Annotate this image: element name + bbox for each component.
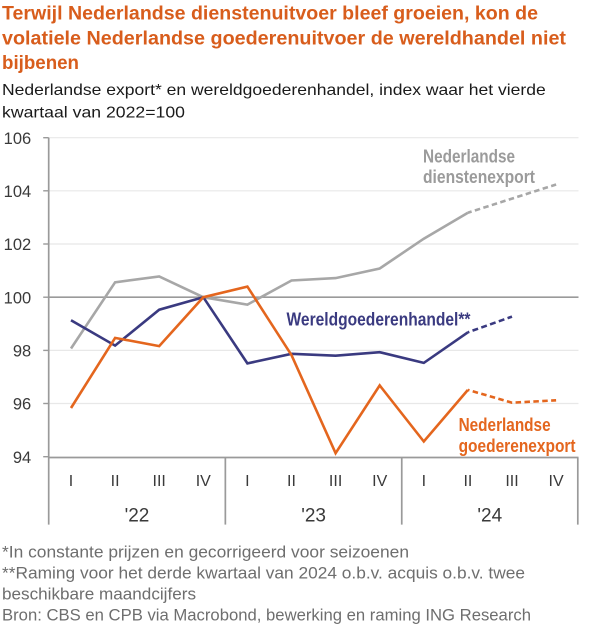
svg-text:100: 100 bbox=[4, 289, 32, 307]
svg-text:I: I bbox=[245, 473, 249, 490]
svg-text:104: 104 bbox=[4, 183, 32, 201]
svg-text:II: II bbox=[287, 473, 296, 490]
svg-text:beschikbare maandcijfers: beschikbare maandcijfers bbox=[2, 586, 196, 604]
svg-text:102: 102 bbox=[4, 236, 32, 254]
svg-text:goederenexport: goederenexport bbox=[459, 436, 576, 456]
svg-text:'22: '22 bbox=[125, 506, 150, 527]
svg-text:106: 106 bbox=[4, 130, 32, 148]
svg-text:dienstenexport: dienstenexport bbox=[423, 167, 535, 187]
svg-text:Wereldgoederenhandel**: Wereldgoederenhandel** bbox=[287, 310, 471, 330]
svg-text:Nederlandse: Nederlandse bbox=[423, 147, 515, 167]
svg-text:volatiele Nederlandse goederen: volatiele Nederlandse goederenuitvoer de… bbox=[2, 28, 567, 49]
svg-text:III: III bbox=[329, 473, 342, 490]
svg-text:III: III bbox=[505, 473, 518, 490]
svg-text:94: 94 bbox=[13, 449, 31, 467]
svg-text:96: 96 bbox=[13, 396, 31, 414]
svg-text:*In constante prijzen en gecor: *In constante prijzen en gecorrigeerd vo… bbox=[2, 544, 409, 562]
svg-text:Bron: CBS en CPB via Macrobond: Bron: CBS en CPB via Macrobond, bewerkin… bbox=[2, 607, 531, 625]
svg-text:I: I bbox=[422, 473, 426, 490]
svg-text:III: III bbox=[153, 473, 166, 490]
svg-text:Nederlandse: Nederlandse bbox=[459, 415, 551, 435]
svg-text:Nederlandse export* en wereldg: Nederlandse export* en wereldgoederenhan… bbox=[2, 82, 546, 99]
svg-text:II: II bbox=[463, 473, 472, 490]
svg-text:'24: '24 bbox=[477, 506, 502, 527]
svg-text:Terwijl Nederlandse dienstenui: Terwijl Nederlandse dienstenuitvoer blee… bbox=[2, 4, 538, 25]
svg-text:kwartaal van 2022=100: kwartaal van 2022=100 bbox=[2, 105, 185, 122]
svg-text:IV: IV bbox=[196, 473, 211, 490]
svg-text:98: 98 bbox=[13, 343, 31, 361]
svg-text:II: II bbox=[111, 473, 120, 490]
svg-text:**Raming voor het derde kwarta: **Raming voor het derde kwartaal van 202… bbox=[2, 565, 525, 583]
svg-text:IV: IV bbox=[372, 473, 387, 490]
svg-text:'23: '23 bbox=[301, 506, 326, 527]
svg-text:IV: IV bbox=[549, 473, 564, 490]
svg-text:bijbenen: bijbenen bbox=[2, 53, 79, 74]
svg-text:I: I bbox=[69, 473, 73, 490]
